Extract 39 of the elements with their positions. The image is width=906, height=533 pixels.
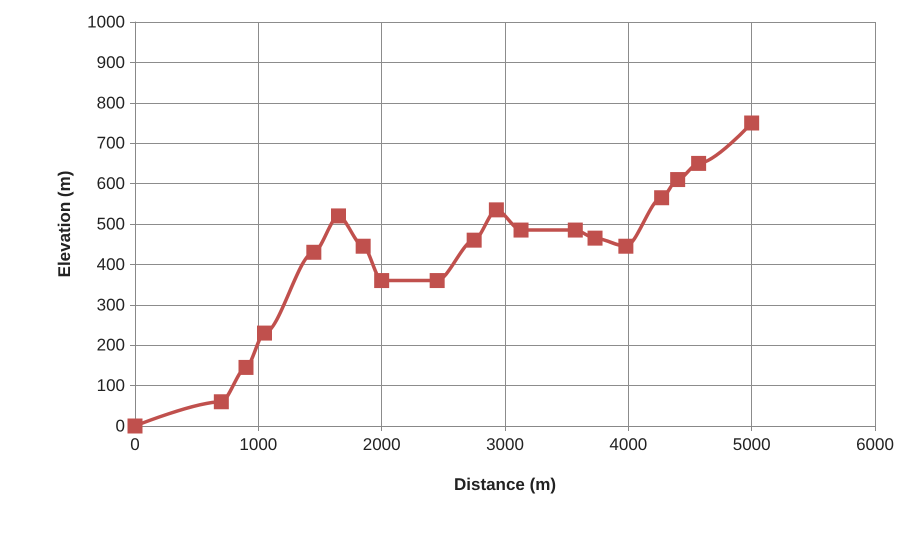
point: [618, 238, 634, 254]
y-tick-label: 900: [96, 52, 125, 72]
point: [691, 156, 706, 171]
y-tick-label: 500: [96, 214, 125, 234]
point: [568, 222, 583, 238]
y-tick-label: 800: [96, 93, 125, 112]
x-tick-label: 1000: [239, 435, 278, 454]
y-tick-label: 400: [96, 254, 125, 274]
point: [466, 232, 482, 248]
point: [331, 208, 346, 224]
x-tick-label: 6000: [856, 435, 894, 454]
y-tick-label: 0: [116, 416, 125, 436]
point: [744, 116, 760, 130]
y-tick-label: 100: [96, 376, 125, 396]
point: [654, 190, 670, 206]
x-tick-label: 2000: [362, 435, 401, 454]
y-tick-label: 200: [96, 336, 125, 355]
point: [257, 326, 272, 341]
point: [214, 394, 229, 410]
x-tick-label: 5000: [732, 435, 771, 454]
point: [488, 202, 504, 218]
point: [430, 273, 445, 288]
point: [238, 360, 254, 375]
x-tick-label: 3000: [486, 435, 524, 454]
y-tick-label: 300: [96, 295, 125, 314]
point: [306, 244, 322, 260]
point: [128, 418, 142, 434]
y-tick-label: 700: [96, 134, 125, 153]
point: [514, 222, 529, 238]
point: [670, 172, 686, 188]
y-axis-title: Elevation (m): [55, 170, 74, 278]
y-tick-label: 600: [96, 174, 125, 194]
y-tick-label: 1000: [87, 12, 125, 32]
point: [374, 273, 390, 288]
point: [356, 238, 371, 254]
x-axis-title: Distance (m): [454, 475, 556, 494]
x-tick-label: 4000: [609, 435, 648, 454]
point: [588, 230, 603, 246]
x-tick-label: 0: [130, 435, 140, 454]
